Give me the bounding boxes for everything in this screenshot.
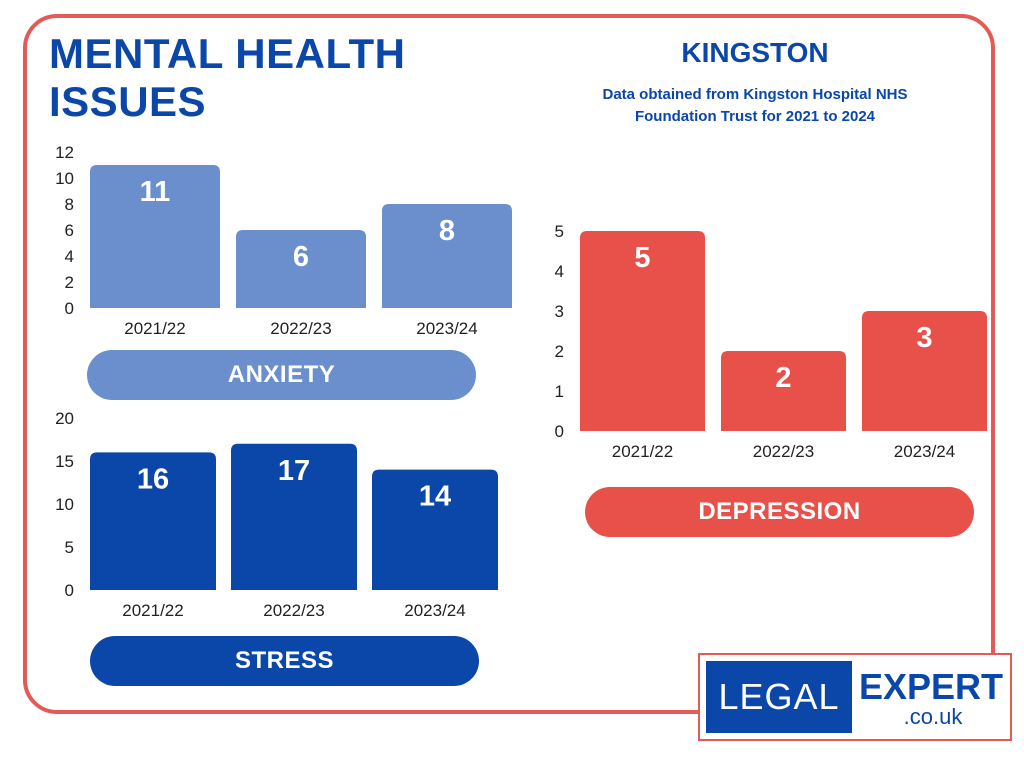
x-category-label: 2022/23 [270, 319, 331, 338]
bar [372, 469, 498, 590]
anxiety-chart: 0 2 4 6 8 10 12 11 2021/22 6 2022/23 8 2023/24 [55, 143, 512, 338]
logo-right-text: EXPERT [858, 666, 1004, 707]
y-tick-label: 2 [555, 342, 564, 361]
bar-value-label: 2 [775, 362, 791, 394]
region-title: KINGSTON [681, 37, 829, 68]
page-title: MENTAL HEALTH ISSUES [49, 30, 406, 125]
depression-chart: 0 1 2 3 4 5 5 2021/22 2 2022/23 3 2023/24 [555, 222, 987, 461]
x-category-label: 2021/22 [122, 601, 183, 620]
x-category-label: 2021/22 [124, 319, 185, 338]
y-tick-label: 10 [55, 495, 74, 514]
logo-domain-text: .co.uk [903, 704, 963, 729]
x-category-label: 2022/23 [753, 442, 814, 461]
bar [382, 204, 512, 308]
bar-value-label: 3 [916, 322, 932, 354]
bar-value-label: 17 [278, 455, 310, 487]
y-tick-label: 4 [555, 262, 564, 281]
y-tick-label: 3 [555, 302, 564, 321]
bar [580, 231, 705, 431]
bar [90, 165, 220, 308]
y-tick-label: 10 [55, 169, 74, 188]
stress-label-pill: STRESS [90, 636, 479, 686]
y-tick-label: 5 [65, 538, 74, 557]
y-tick-label: 0 [65, 299, 74, 318]
bar [721, 351, 846, 431]
depression-label-pill: DEPRESSION [585, 487, 974, 537]
y-tick-label: 1 [555, 382, 564, 401]
y-tick-label: 20 [55, 409, 74, 428]
anxiety-label-pill: ANXIETY [87, 350, 476, 400]
x-category-label: 2023/24 [404, 601, 465, 620]
logo-left-text: LEGAL [706, 661, 852, 733]
y-tick-label: 0 [65, 581, 74, 600]
source-note: Data obtained from Kingston Hospital NHS… [602, 86, 908, 125]
y-tick-label: 2 [65, 273, 74, 292]
bar [90, 452, 216, 590]
x-category-label: 2023/24 [416, 319, 477, 338]
y-tick-label: 6 [65, 221, 74, 240]
x-category-label: 2022/23 [263, 601, 324, 620]
bar-value-label: 8 [439, 215, 455, 247]
bar [862, 311, 987, 431]
bar [231, 443, 357, 590]
stress-chart: 0 5 10 15 20 16 2021/22 17 2022/23 14 2023/24 [55, 409, 498, 620]
bar [236, 230, 366, 308]
x-category-label: 2023/24 [894, 442, 955, 461]
y-tick-label: 5 [555, 222, 564, 241]
legal-expert-logo: LEGAL EXPERT .co.uk [698, 653, 1012, 741]
y-tick-label: 0 [555, 422, 564, 441]
bar-value-label: 16 [137, 463, 169, 495]
bar-value-label: 14 [419, 481, 451, 513]
bar-value-label: 6 [293, 241, 309, 273]
y-tick-label: 15 [55, 452, 74, 471]
bar-value-label: 5 [634, 242, 650, 274]
x-category-label: 2021/22 [612, 442, 673, 461]
y-tick-label: 4 [65, 247, 74, 266]
y-tick-label: 8 [65, 195, 74, 214]
y-tick-label: 12 [55, 143, 74, 162]
bar-value-label: 11 [140, 176, 171, 208]
